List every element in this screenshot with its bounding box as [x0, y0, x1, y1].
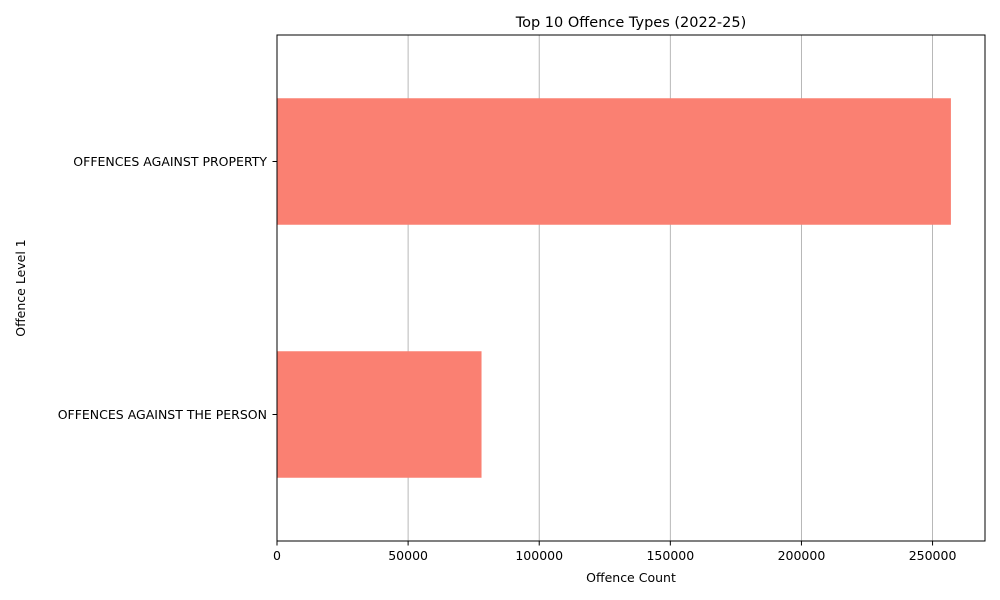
y-axis-ticks: OFFENCES AGAINST PROPERTY OFFENCES AGAINS…: [58, 154, 277, 422]
bar-offences-against-property: [277, 98, 951, 225]
chart-title: Top 10 Offence Types (2022-25): [515, 15, 747, 31]
plot-frame: [276, 34, 986, 542]
x-axis-label: Offence Count: [586, 570, 676, 585]
y-tick-label-offences-against-the-person: OFFENCES AGAINST THE PERSON: [58, 407, 267, 422]
x-tick-label-3: 150000: [646, 548, 694, 563]
y-tick-label-offences-against-property: OFFENCES AGAINST PROPERTY: [73, 154, 267, 169]
x-tick-label-1: 50000: [388, 548, 428, 563]
x-axis-ticks: 0 50000 100000 150000 200000 250000: [273, 541, 956, 563]
x-tick-label-4: 200000: [778, 548, 826, 563]
y-axis-label: Offence Level 1: [13, 239, 28, 337]
x-tick-label-2: 100000: [515, 548, 563, 563]
bars: [277, 98, 951, 478]
bar-offences-against-the-person: [277, 351, 482, 478]
x-tick-label-5: 250000: [909, 548, 957, 563]
x-tick-label-0: 0: [273, 548, 281, 563]
